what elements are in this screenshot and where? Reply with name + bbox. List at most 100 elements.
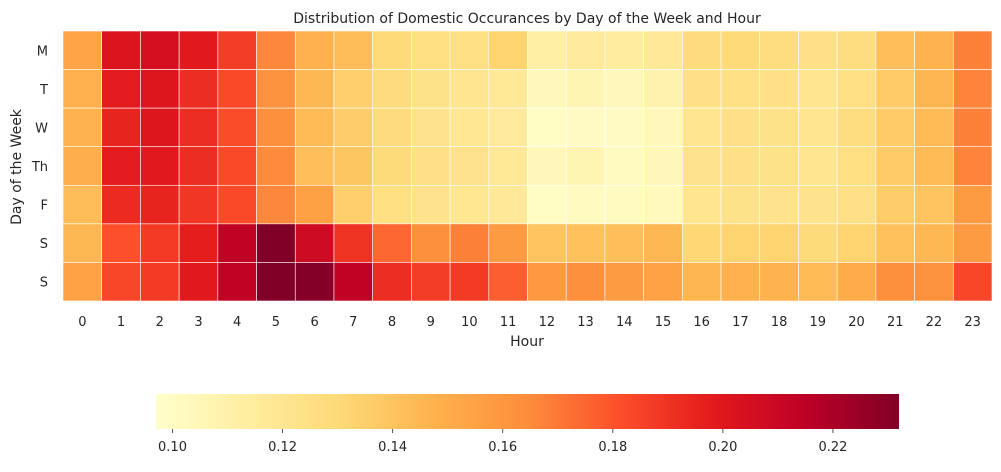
heatmap-cell xyxy=(256,262,296,302)
y-tick-label: M xyxy=(37,44,48,59)
heatmap-cell xyxy=(682,223,722,263)
heatmap-cell xyxy=(914,69,954,109)
heatmap-cell xyxy=(798,223,838,263)
heatmap-cell xyxy=(604,146,644,186)
x-tick-label: 6 xyxy=(310,315,318,330)
heatmap-cell xyxy=(449,146,490,186)
x-tick-label: 10 xyxy=(461,315,478,330)
colorbar-tick-label: 0.16 xyxy=(488,440,517,455)
heatmap-cell xyxy=(952,184,993,225)
heatmap-cell xyxy=(411,69,451,109)
heatmap-cell xyxy=(682,184,722,225)
heatmap-cell xyxy=(798,146,838,186)
heatmap-cell xyxy=(140,223,180,263)
heatmap-cell xyxy=(720,146,761,186)
heatmap-cell xyxy=(449,184,490,225)
heatmap-cell xyxy=(836,146,877,186)
x-tick-label: 22 xyxy=(926,315,943,330)
x-tick-label: 17 xyxy=(732,315,749,330)
heatmap-cell xyxy=(836,30,877,70)
heatmap-cell xyxy=(488,184,528,225)
heatmap-cell xyxy=(836,69,877,109)
heatmap-cell xyxy=(565,223,606,263)
heatmap-cell xyxy=(488,107,528,148)
x-tick-label: 0 xyxy=(78,315,86,330)
heatmap-cell xyxy=(140,107,180,148)
heatmap-cell xyxy=(217,146,257,186)
y-tick-label: W xyxy=(35,121,48,136)
heatmap-cell xyxy=(101,30,141,70)
heatmap-cell xyxy=(527,107,567,148)
heatmap-cell xyxy=(759,107,799,148)
heatmap-cell xyxy=(333,223,373,263)
heatmap-cell xyxy=(411,223,451,263)
heatmap-cell xyxy=(449,223,490,263)
heatmap-cell xyxy=(140,146,180,186)
heatmap-cell xyxy=(333,262,373,302)
heatmap-cell xyxy=(798,69,838,109)
x-tick-label: 16 xyxy=(693,315,710,330)
heatmap-cell xyxy=(411,30,451,70)
heatmap-cell xyxy=(140,184,180,225)
heatmap-cell xyxy=(759,184,799,225)
heatmap-cell xyxy=(294,262,335,302)
heatmap-cell xyxy=(604,30,644,70)
y-tick-label: F xyxy=(41,199,48,214)
y-tick-labels: M T W Th F S S xyxy=(31,44,48,290)
y-tick-label: Th xyxy=(31,160,48,175)
heatmap-cell xyxy=(527,184,567,225)
heatmap-cell xyxy=(527,223,567,263)
heatmap-cell xyxy=(759,146,799,186)
heatmap-cell xyxy=(914,223,954,263)
heatmap-cell xyxy=(217,30,257,70)
heatmap-cell xyxy=(836,223,877,263)
heatmap-cell xyxy=(178,107,219,148)
heatmap-cell xyxy=(682,30,722,70)
heatmap-cell xyxy=(62,30,103,70)
heatmap-cell xyxy=(333,107,373,148)
heatmap-cell xyxy=(875,262,915,302)
x-tick-label: 7 xyxy=(349,315,357,330)
heatmap-cell xyxy=(565,262,606,302)
heatmap-cell xyxy=(604,262,644,302)
heatmap-cell xyxy=(914,262,954,302)
heatmap-cell xyxy=(488,30,528,70)
heatmap-cell xyxy=(759,69,799,109)
colorbar-tick-label: 0.10 xyxy=(158,440,187,455)
heatmap-cell xyxy=(488,146,528,186)
heatmap-cell xyxy=(294,30,335,70)
y-axis-label: Day of the Week xyxy=(9,108,25,225)
heatmap-cell xyxy=(720,223,761,263)
heatmap-cell xyxy=(682,262,722,302)
heatmap-cell xyxy=(565,69,606,109)
heatmap-cell xyxy=(604,107,644,148)
heatmap-cell xyxy=(62,262,103,302)
x-tick-label: 9 xyxy=(427,315,435,330)
heatmap-cell xyxy=(875,107,915,148)
heatmap-cell xyxy=(836,262,877,302)
y-tick-label: S xyxy=(40,237,48,252)
colorbar-tick-label: 0.14 xyxy=(378,440,407,455)
heatmap-cell xyxy=(256,184,296,225)
heatmap-cell xyxy=(411,184,451,225)
heatmap-cell xyxy=(217,107,257,148)
heatmap-cell xyxy=(411,107,451,148)
heatmap-cell xyxy=(411,262,451,302)
heatmap-cell xyxy=(836,107,877,148)
y-tick-label: S xyxy=(40,276,48,291)
x-tick-label: 12 xyxy=(539,315,556,330)
x-tick-label: 8 xyxy=(388,315,396,330)
heatmap-cell xyxy=(101,146,141,186)
heatmap-cell xyxy=(411,146,451,186)
heatmap-cell xyxy=(178,262,219,302)
colorbar: 0.10 0.12 0.14 0.16 0.18 0.20 0.22 xyxy=(156,394,899,455)
heatmap-cell xyxy=(101,223,141,263)
heatmap-cell xyxy=(449,107,490,148)
heatmap-cell xyxy=(256,30,296,70)
heatmap-cell xyxy=(372,30,412,70)
x-tick-label: 11 xyxy=(500,315,517,330)
heatmap-cell xyxy=(720,69,761,109)
heatmap-cell xyxy=(372,262,412,302)
heatmap-cell xyxy=(798,184,838,225)
heatmap-cell xyxy=(449,69,490,109)
